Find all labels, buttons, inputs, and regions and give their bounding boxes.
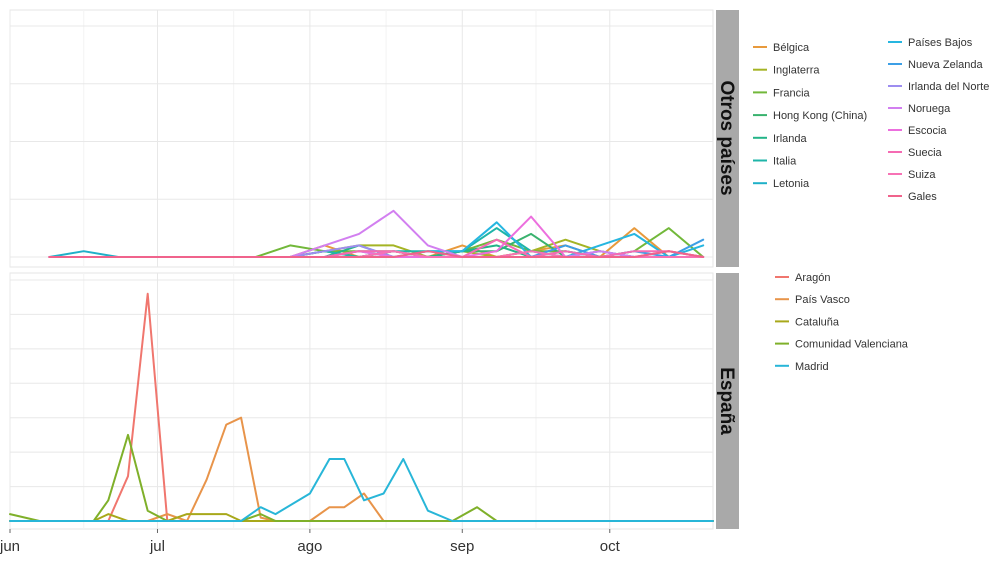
legend-label: Suiza (908, 169, 936, 181)
legend-label: Italia (773, 156, 797, 168)
legend-item-cataluna: Cataluña (775, 316, 840, 328)
x-axis: jun jul ago sep oct (0, 529, 621, 555)
x-tick-label: jun (0, 538, 20, 555)
legend-item-suiza: Suiza (888, 169, 936, 181)
legend-item-nueva-zelanda: Nueva Zelanda (888, 59, 983, 71)
legend-item-aragon: Aragón (775, 272, 830, 284)
legend-label: Francia (773, 87, 811, 99)
legend-label: Hong Kong (China) (773, 110, 867, 122)
legend-label: Suecia (908, 147, 943, 159)
panel-background (9, 9, 714, 268)
legend-item-letonia: Letonia (753, 178, 810, 190)
legend-label: Letonia (773, 178, 810, 190)
legend-label: Aragón (795, 272, 830, 284)
legend-item-pais-vasco: País Vasco (775, 294, 850, 306)
legend-label: Gales (908, 191, 937, 203)
series-line-gales (48, 250, 705, 258)
legend-label: Países Bajos (908, 37, 973, 49)
strip-otros-paises (716, 10, 739, 267)
legend-otros-paises: Bélgica Inglaterra Francia Hong Kong (China… (753, 37, 989, 203)
legend-label: Comunidad Valenciana (795, 339, 909, 351)
legend-label: Cataluña (795, 316, 840, 328)
x-tick-label: jul (149, 538, 165, 555)
legend-item-noruega: Noruega (888, 103, 951, 115)
legend-item-escocia: Escocia (888, 125, 947, 137)
panel-espana (9, 272, 714, 530)
legend-label: Noruega (908, 103, 951, 115)
legend-item-suecia: Suecia (888, 147, 943, 159)
x-tick-label: oct (600, 538, 621, 555)
legend-label: Bélgica (773, 42, 810, 54)
panel-otros-paises (9, 9, 714, 268)
strip-label-espana: España (716, 367, 737, 435)
strip-espana (716, 273, 739, 529)
legend-item-irlanda-del-norte: Irlanda del Norte (888, 81, 989, 93)
legend-item-irlanda: Irlanda (753, 133, 808, 145)
legend-item-inglaterra: Inglaterra (753, 65, 820, 77)
legend-label: Inglaterra (773, 65, 820, 77)
strip-label-otros-paises: Otros países (716, 80, 737, 195)
legend-label: País Vasco (795, 294, 850, 306)
legend-label: Irlanda (773, 133, 808, 145)
legend-item-gales: Gales (888, 191, 937, 203)
legend-label: Irlanda del Norte (908, 81, 989, 93)
legend-item-paises-bajos: Países Bajos (888, 37, 973, 49)
legend-item-comunidad-valenciana: Comunidad Valenciana (775, 339, 909, 351)
series-line-comunidad-valenciana (9, 433, 714, 522)
series-line-madrid (9, 458, 714, 522)
legend-item-madrid: Madrid (775, 361, 829, 373)
legend-label: Madrid (795, 361, 829, 373)
legend-item-francia: Francia (753, 87, 811, 99)
x-tick-label: sep (450, 538, 474, 555)
legend-espana: Aragón País Vasco Cataluña Comunidad Valenc… (775, 272, 909, 373)
legend-label: Nueva Zelanda (908, 59, 983, 71)
panel-background (9, 272, 714, 530)
legend-item-belgica: Bélgica (753, 42, 810, 54)
legend-label: Escocia (908, 125, 947, 137)
x-tick-label: ago (297, 538, 322, 555)
legend-item-hong-kong-china: Hong Kong (China) (753, 110, 867, 122)
legend-item-italia: Italia (753, 156, 797, 168)
